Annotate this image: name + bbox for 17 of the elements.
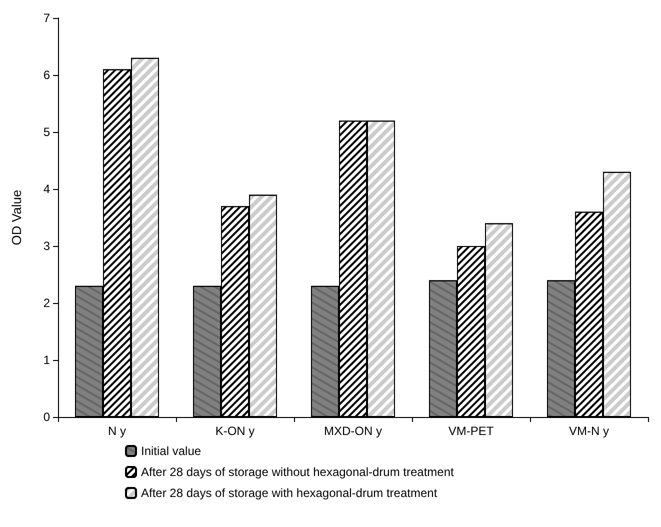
y-tick-label: 1 [43, 353, 50, 367]
legend-label: After 28 days of storage with hexagonal-drum treatment [141, 486, 438, 500]
y-tick-label: 0 [43, 410, 50, 424]
y-tick-label: 2 [43, 296, 50, 310]
x-tick-label: MXD-ON y [324, 424, 382, 438]
legend-label: After 28 days of storage without hexagonal-drum treatment [141, 465, 455, 479]
x-tick-label: VM-N y [569, 424, 609, 438]
x-tick-label: N y [108, 424, 126, 438]
y-axis-title: OD Value [9, 190, 24, 246]
y-tick-label: 6 [43, 68, 50, 82]
legend-label: Initial value [141, 444, 202, 458]
x-tick-label: VM-PET [448, 424, 494, 438]
y-tick-label: 7 [43, 11, 50, 25]
y-tick-label: 4 [43, 182, 50, 196]
y-tick-label: 5 [43, 125, 50, 139]
x-tick-label: K-ON y [215, 424, 255, 438]
y-tick-label: 3 [43, 239, 50, 253]
